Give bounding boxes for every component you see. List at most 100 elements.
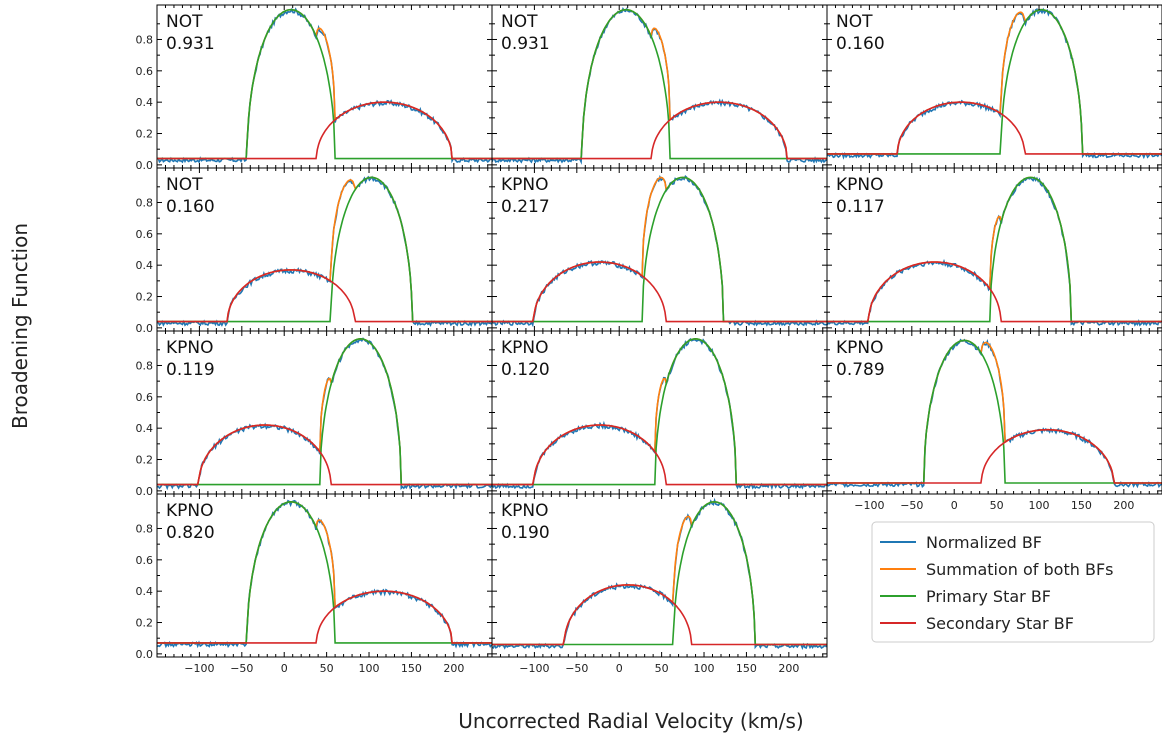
series-group bbox=[492, 497, 827, 650]
x-tick-label: 100 bbox=[1029, 499, 1050, 512]
series-secondary-bf bbox=[157, 590, 492, 644]
panel-background bbox=[157, 5, 492, 168]
series-secondary-bf bbox=[827, 261, 1162, 323]
panel-background bbox=[827, 331, 1162, 494]
x-tick-label: 150 bbox=[736, 662, 757, 675]
x-tick-label: −50 bbox=[900, 499, 923, 512]
panel-observatory-label: KPNO bbox=[501, 175, 549, 195]
y-tick-label: 0.0 bbox=[136, 322, 154, 335]
panel-observatory-label: KPNO bbox=[836, 175, 884, 195]
panel-observatory-label: KPNO bbox=[166, 501, 214, 521]
x-tick-label: 100 bbox=[359, 662, 380, 675]
x-tick-label: −100 bbox=[854, 499, 884, 512]
panel-background bbox=[492, 5, 827, 168]
panel-observatory-label: NOT bbox=[166, 175, 203, 195]
panel-observatory-label: NOT bbox=[166, 12, 203, 32]
panel-phase-label: 0.160 bbox=[836, 34, 885, 54]
y-tick-label: 0.0 bbox=[136, 159, 154, 172]
panel-background bbox=[157, 494, 492, 657]
panel-phase-label: 0.820 bbox=[166, 523, 215, 543]
y-tick-label: 0.6 bbox=[136, 228, 154, 241]
series-group bbox=[157, 499, 492, 649]
series-group bbox=[157, 175, 492, 327]
panel-observatory-label: KPNO bbox=[501, 338, 549, 358]
series-group bbox=[157, 7, 492, 164]
x-tick-label: 50 bbox=[655, 662, 669, 675]
y-tick-label: 0.8 bbox=[136, 522, 154, 535]
y-tick-label: 0.8 bbox=[136, 196, 154, 209]
series-secondary-bf bbox=[492, 101, 827, 160]
series-group bbox=[157, 337, 492, 491]
panel-observatory-label: NOT bbox=[501, 12, 538, 32]
series-group bbox=[827, 7, 1162, 160]
panel-background bbox=[827, 5, 1162, 168]
panel-background bbox=[157, 168, 492, 331]
panel-background bbox=[492, 494, 827, 657]
panel-observatory-label: KPNO bbox=[166, 338, 214, 358]
legend-label: Primary Star BF bbox=[926, 587, 1051, 606]
y-axis-title: Broadening Function bbox=[8, 223, 32, 429]
y-tick-label: 0.8 bbox=[136, 359, 154, 372]
series-secondary-bf bbox=[157, 101, 492, 160]
panel-phase-label: 0.117 bbox=[836, 197, 885, 217]
panel-phase-label: 0.160 bbox=[166, 197, 215, 217]
panel-phase-label: 0.931 bbox=[501, 34, 550, 54]
y-tick-label: 0.6 bbox=[136, 554, 154, 567]
series-group bbox=[827, 338, 1162, 489]
y-tick-label: 0.4 bbox=[136, 96, 154, 109]
y-tick-label: 0.2 bbox=[136, 617, 154, 630]
x-tick-label: 200 bbox=[443, 662, 464, 675]
series-secondary-bf bbox=[827, 428, 1162, 484]
y-tick-label: 0.4 bbox=[136, 259, 154, 272]
y-tick-label: 0.4 bbox=[136, 585, 154, 598]
series-secondary-bf bbox=[492, 261, 827, 323]
x-tick-label: 200 bbox=[1113, 499, 1134, 512]
panel-phase-label: 0.931 bbox=[166, 34, 215, 54]
panel-phase-label: 0.217 bbox=[501, 197, 550, 217]
panel-observatory-label: NOT bbox=[836, 12, 873, 32]
panel-background bbox=[492, 168, 827, 331]
legend-box bbox=[871, 521, 1155, 643]
x-tick-label: −100 bbox=[184, 662, 214, 675]
x-tick-label: 200 bbox=[778, 662, 799, 675]
y-tick-label: 0.0 bbox=[136, 485, 154, 498]
panel-phase-label: 0.120 bbox=[501, 360, 550, 380]
series-secondary-bf bbox=[157, 269, 492, 323]
y-tick-label: 0.4 bbox=[136, 422, 154, 435]
panels-grid: 0.00.20.40.60.8NOT0.931NOT0.931NOT0.1600… bbox=[136, 4, 1162, 675]
panel-observatory-label: KPNO bbox=[501, 501, 549, 521]
panel-10: 0.0 0.2 0.4 0.6 0.8 −100 −50 0 50 100 150 200 KPNO0.… bbox=[136, 493, 493, 675]
x-tick-label: 50 bbox=[990, 499, 1004, 512]
y-tick-label: 0.2 bbox=[136, 128, 154, 141]
y-tick-label: 0.2 bbox=[136, 454, 154, 467]
x-tick-label: 150 bbox=[401, 662, 422, 675]
series-secondary-bf bbox=[492, 584, 827, 646]
panel-observatory-label: KPNO bbox=[836, 338, 884, 358]
series-group bbox=[492, 7, 827, 165]
x-tick-label: 50 bbox=[320, 662, 334, 675]
series-group bbox=[492, 337, 827, 491]
x-tick-label: 100 bbox=[694, 662, 715, 675]
x-tick-label: 150 bbox=[1071, 499, 1092, 512]
series-secondary-bf bbox=[492, 424, 827, 486]
x-tick-label: −50 bbox=[565, 662, 588, 675]
x-tick-label: −50 bbox=[230, 662, 253, 675]
series-group bbox=[492, 174, 827, 328]
x-tick-label: 0 bbox=[616, 662, 623, 675]
y-tick-label: 0.6 bbox=[136, 65, 154, 78]
panel-phase-label: 0.190 bbox=[501, 523, 550, 543]
panel-phase-label: 0.789 bbox=[836, 360, 885, 380]
y-tick-label: 0.2 bbox=[136, 291, 154, 304]
x-tick-label: −100 bbox=[519, 662, 549, 675]
x-tick-label: 0 bbox=[951, 499, 958, 512]
y-tick-label: 0.6 bbox=[136, 391, 154, 404]
